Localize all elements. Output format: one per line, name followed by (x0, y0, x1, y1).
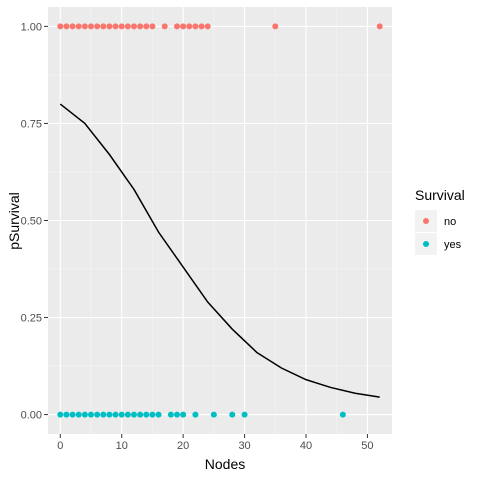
data-point-no (57, 23, 64, 30)
data-point-no (204, 23, 211, 30)
data-point-yes (106, 411, 113, 418)
fit-curve (59, 103, 380, 398)
y-tick-label: 1.00 (21, 21, 42, 33)
legend-label-yes: yes (444, 239, 462, 251)
data-point-yes (155, 411, 162, 418)
data-point-yes (75, 411, 82, 418)
data-point-yes (137, 411, 144, 418)
legend-key-yes (423, 241, 429, 247)
data-point-no (69, 23, 76, 30)
major-gridlines (48, 7, 392, 434)
data-point-yes (143, 411, 150, 418)
data-point-no (376, 23, 383, 30)
legend-label-no: no (444, 216, 456, 228)
data-point-no (192, 23, 199, 30)
data-point-no (106, 23, 113, 30)
x-tick-label: 30 (238, 440, 250, 452)
legend-key-no (423, 218, 429, 224)
data-point-yes (88, 411, 94, 418)
data-point-yes (57, 411, 64, 418)
data-point-no (137, 23, 144, 30)
data-point-yes (241, 411, 248, 418)
data-point-no (131, 23, 137, 30)
x-tick-label: 40 (300, 440, 312, 452)
y-tick-label: 0.00 (21, 410, 42, 422)
y-tick-label: 0.75 (21, 118, 42, 130)
data-point-yes (174, 411, 180, 418)
data-point-yes (167, 411, 174, 418)
data-point-no (63, 23, 70, 30)
x-axis-label: Nodes (205, 456, 245, 472)
data-point-no (75, 23, 82, 30)
data-point-yes (210, 411, 217, 418)
data-point-yes (124, 411, 131, 418)
data-point-no (81, 23, 88, 30)
data-point-no (143, 23, 150, 30)
data-point-yes (192, 411, 199, 418)
data-point-yes (131, 411, 137, 418)
x-tick-label: 0 (57, 440, 63, 452)
legend-title: Survival (415, 187, 465, 203)
x-tick-label: 50 (361, 440, 373, 452)
data-point-no (112, 23, 119, 30)
x-tick-label: 10 (116, 440, 128, 452)
data-point-yes (69, 411, 76, 418)
x-tick-label: 20 (177, 440, 189, 452)
data-point-no (272, 23, 279, 30)
data-point-yes (63, 411, 70, 418)
data-point-yes (94, 411, 101, 418)
data-points (57, 23, 383, 418)
legend: Survival no yes (415, 187, 465, 255)
data-point-yes (339, 411, 346, 418)
data-point-no (198, 23, 205, 30)
data-point-yes (149, 411, 156, 418)
data-point-yes (118, 411, 125, 418)
data-point-no (88, 23, 94, 30)
y-tick-label: 0.50 (21, 216, 42, 228)
data-point-no (186, 23, 193, 30)
data-point-no (174, 23, 180, 30)
data-point-yes (100, 411, 107, 418)
data-point-yes (112, 411, 119, 418)
data-point-no (124, 23, 131, 30)
y-axis: 0.00 0.25 0.50 0.75 1.00 (21, 21, 48, 422)
data-point-yes (180, 411, 187, 418)
data-point-yes (229, 411, 236, 418)
data-point-no (100, 23, 107, 30)
data-point-no (149, 23, 156, 30)
y-tick-label: 0.25 (21, 313, 42, 325)
data-point-yes (81, 411, 88, 418)
x-axis: 0 10 20 30 40 50 (57, 434, 374, 452)
data-point-no (161, 23, 168, 30)
data-point-no (118, 23, 125, 30)
data-point-no (94, 23, 101, 30)
y-axis-label: pSurvival (6, 192, 22, 250)
data-point-no (180, 23, 187, 30)
